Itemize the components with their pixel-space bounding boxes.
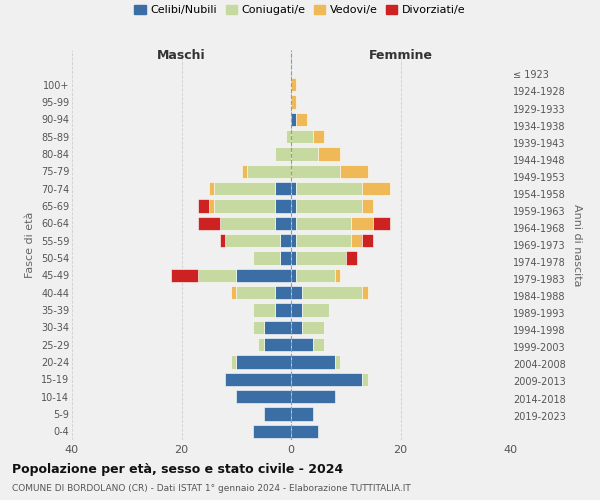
Bar xyxy=(291,303,302,317)
Bar xyxy=(296,268,335,282)
Bar xyxy=(291,268,296,282)
Text: COMUNE DI BORDOLANO (CR) - Dati ISTAT 1° gennaio 2024 - Elaborazione TUTTITALIA.: COMUNE DI BORDOLANO (CR) - Dati ISTAT 1°… xyxy=(12,484,411,493)
Bar xyxy=(362,182,389,196)
Bar xyxy=(319,147,340,161)
Bar xyxy=(291,424,319,438)
Bar xyxy=(291,199,296,213)
Bar xyxy=(170,268,198,282)
Bar xyxy=(373,216,389,230)
Text: Maschi: Maschi xyxy=(157,49,206,62)
Bar xyxy=(346,251,356,265)
Bar xyxy=(291,372,362,386)
Bar xyxy=(226,234,280,247)
Bar xyxy=(253,424,291,438)
Bar xyxy=(313,338,324,351)
Bar xyxy=(302,320,324,334)
Bar xyxy=(280,234,291,247)
Bar xyxy=(296,216,351,230)
Bar xyxy=(263,407,291,421)
Bar xyxy=(247,164,291,178)
Bar xyxy=(214,182,275,196)
Bar xyxy=(302,303,329,317)
Bar xyxy=(291,320,302,334)
Bar xyxy=(296,112,307,126)
Bar xyxy=(275,286,291,300)
Bar xyxy=(340,164,368,178)
Bar xyxy=(263,320,291,334)
Bar xyxy=(236,390,291,404)
Y-axis label: Fasce di età: Fasce di età xyxy=(25,212,35,278)
Bar xyxy=(291,390,335,404)
Bar xyxy=(275,303,291,317)
Bar xyxy=(220,216,275,230)
Bar xyxy=(335,268,340,282)
Bar xyxy=(231,355,236,369)
Bar xyxy=(226,372,291,386)
Bar xyxy=(209,182,214,196)
Bar xyxy=(263,338,291,351)
Bar xyxy=(313,130,324,143)
Bar xyxy=(291,355,335,369)
Bar xyxy=(275,147,291,161)
Bar xyxy=(258,338,263,351)
Bar xyxy=(291,112,296,126)
Bar xyxy=(291,147,319,161)
Bar xyxy=(220,234,226,247)
Bar xyxy=(275,199,291,213)
Bar xyxy=(291,286,302,300)
Bar xyxy=(236,355,291,369)
Bar xyxy=(291,251,296,265)
Bar xyxy=(362,372,368,386)
Bar xyxy=(198,199,209,213)
Bar xyxy=(351,216,373,230)
Bar xyxy=(198,216,220,230)
Bar xyxy=(351,234,362,247)
Bar xyxy=(275,182,291,196)
Bar xyxy=(362,234,373,247)
Bar xyxy=(291,182,296,196)
Text: Popolazione per età, sesso e stato civile - 2024: Popolazione per età, sesso e stato civil… xyxy=(12,462,343,475)
Bar xyxy=(296,234,351,247)
Bar xyxy=(214,199,275,213)
Bar xyxy=(236,286,275,300)
Bar xyxy=(291,407,313,421)
Bar xyxy=(253,320,263,334)
Bar xyxy=(296,199,362,213)
Bar xyxy=(296,182,362,196)
Bar xyxy=(253,251,280,265)
Bar xyxy=(291,234,296,247)
Bar xyxy=(209,199,214,213)
Bar xyxy=(335,355,340,369)
Bar xyxy=(253,303,275,317)
Bar xyxy=(231,286,236,300)
Bar xyxy=(286,130,291,143)
Bar xyxy=(302,286,362,300)
Bar xyxy=(291,95,296,109)
Bar xyxy=(242,164,247,178)
Bar xyxy=(362,286,368,300)
Bar xyxy=(198,268,236,282)
Bar xyxy=(275,216,291,230)
Bar xyxy=(291,164,340,178)
Legend: Celibi/Nubili, Coniugati/e, Vedovi/e, Divorziati/e: Celibi/Nubili, Coniugati/e, Vedovi/e, Di… xyxy=(130,0,470,20)
Bar xyxy=(291,130,313,143)
Bar xyxy=(236,268,291,282)
Bar xyxy=(291,216,296,230)
Bar xyxy=(291,78,296,92)
Y-axis label: Anni di nascita: Anni di nascita xyxy=(572,204,583,286)
Bar xyxy=(296,251,346,265)
Bar xyxy=(291,338,313,351)
Text: Femmine: Femmine xyxy=(368,49,433,62)
Bar xyxy=(362,199,373,213)
Bar xyxy=(280,251,291,265)
